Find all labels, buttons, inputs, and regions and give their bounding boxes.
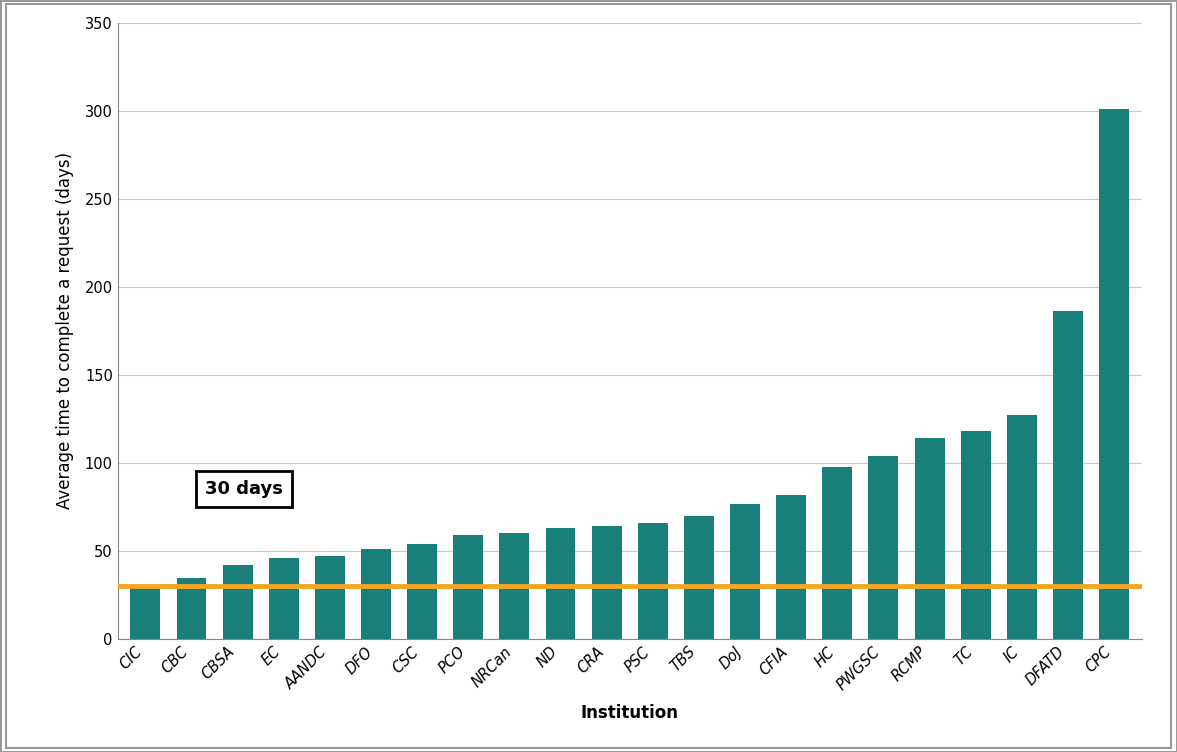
Bar [407,544,437,639]
Bar [823,466,852,639]
Bar [222,566,253,639]
Bar [776,495,806,639]
Bar [453,535,484,639]
Bar [960,432,991,639]
Bar [1099,109,1129,639]
Bar [684,516,714,639]
Bar [268,558,299,639]
Bar [315,556,345,639]
Bar [177,578,206,639]
Bar [1006,415,1037,639]
Bar [131,588,160,639]
Y-axis label: Average time to complete a request (days): Average time to complete a request (days… [55,153,74,509]
Bar [730,504,760,639]
Bar [592,526,621,639]
Bar [499,533,530,639]
Bar [1053,311,1083,639]
Bar [869,456,898,639]
Text: 30 days: 30 days [205,481,284,499]
Bar [361,550,391,639]
Bar [638,523,667,639]
Bar [545,528,576,639]
Bar [915,438,944,639]
X-axis label: Institution: Institution [580,704,679,722]
